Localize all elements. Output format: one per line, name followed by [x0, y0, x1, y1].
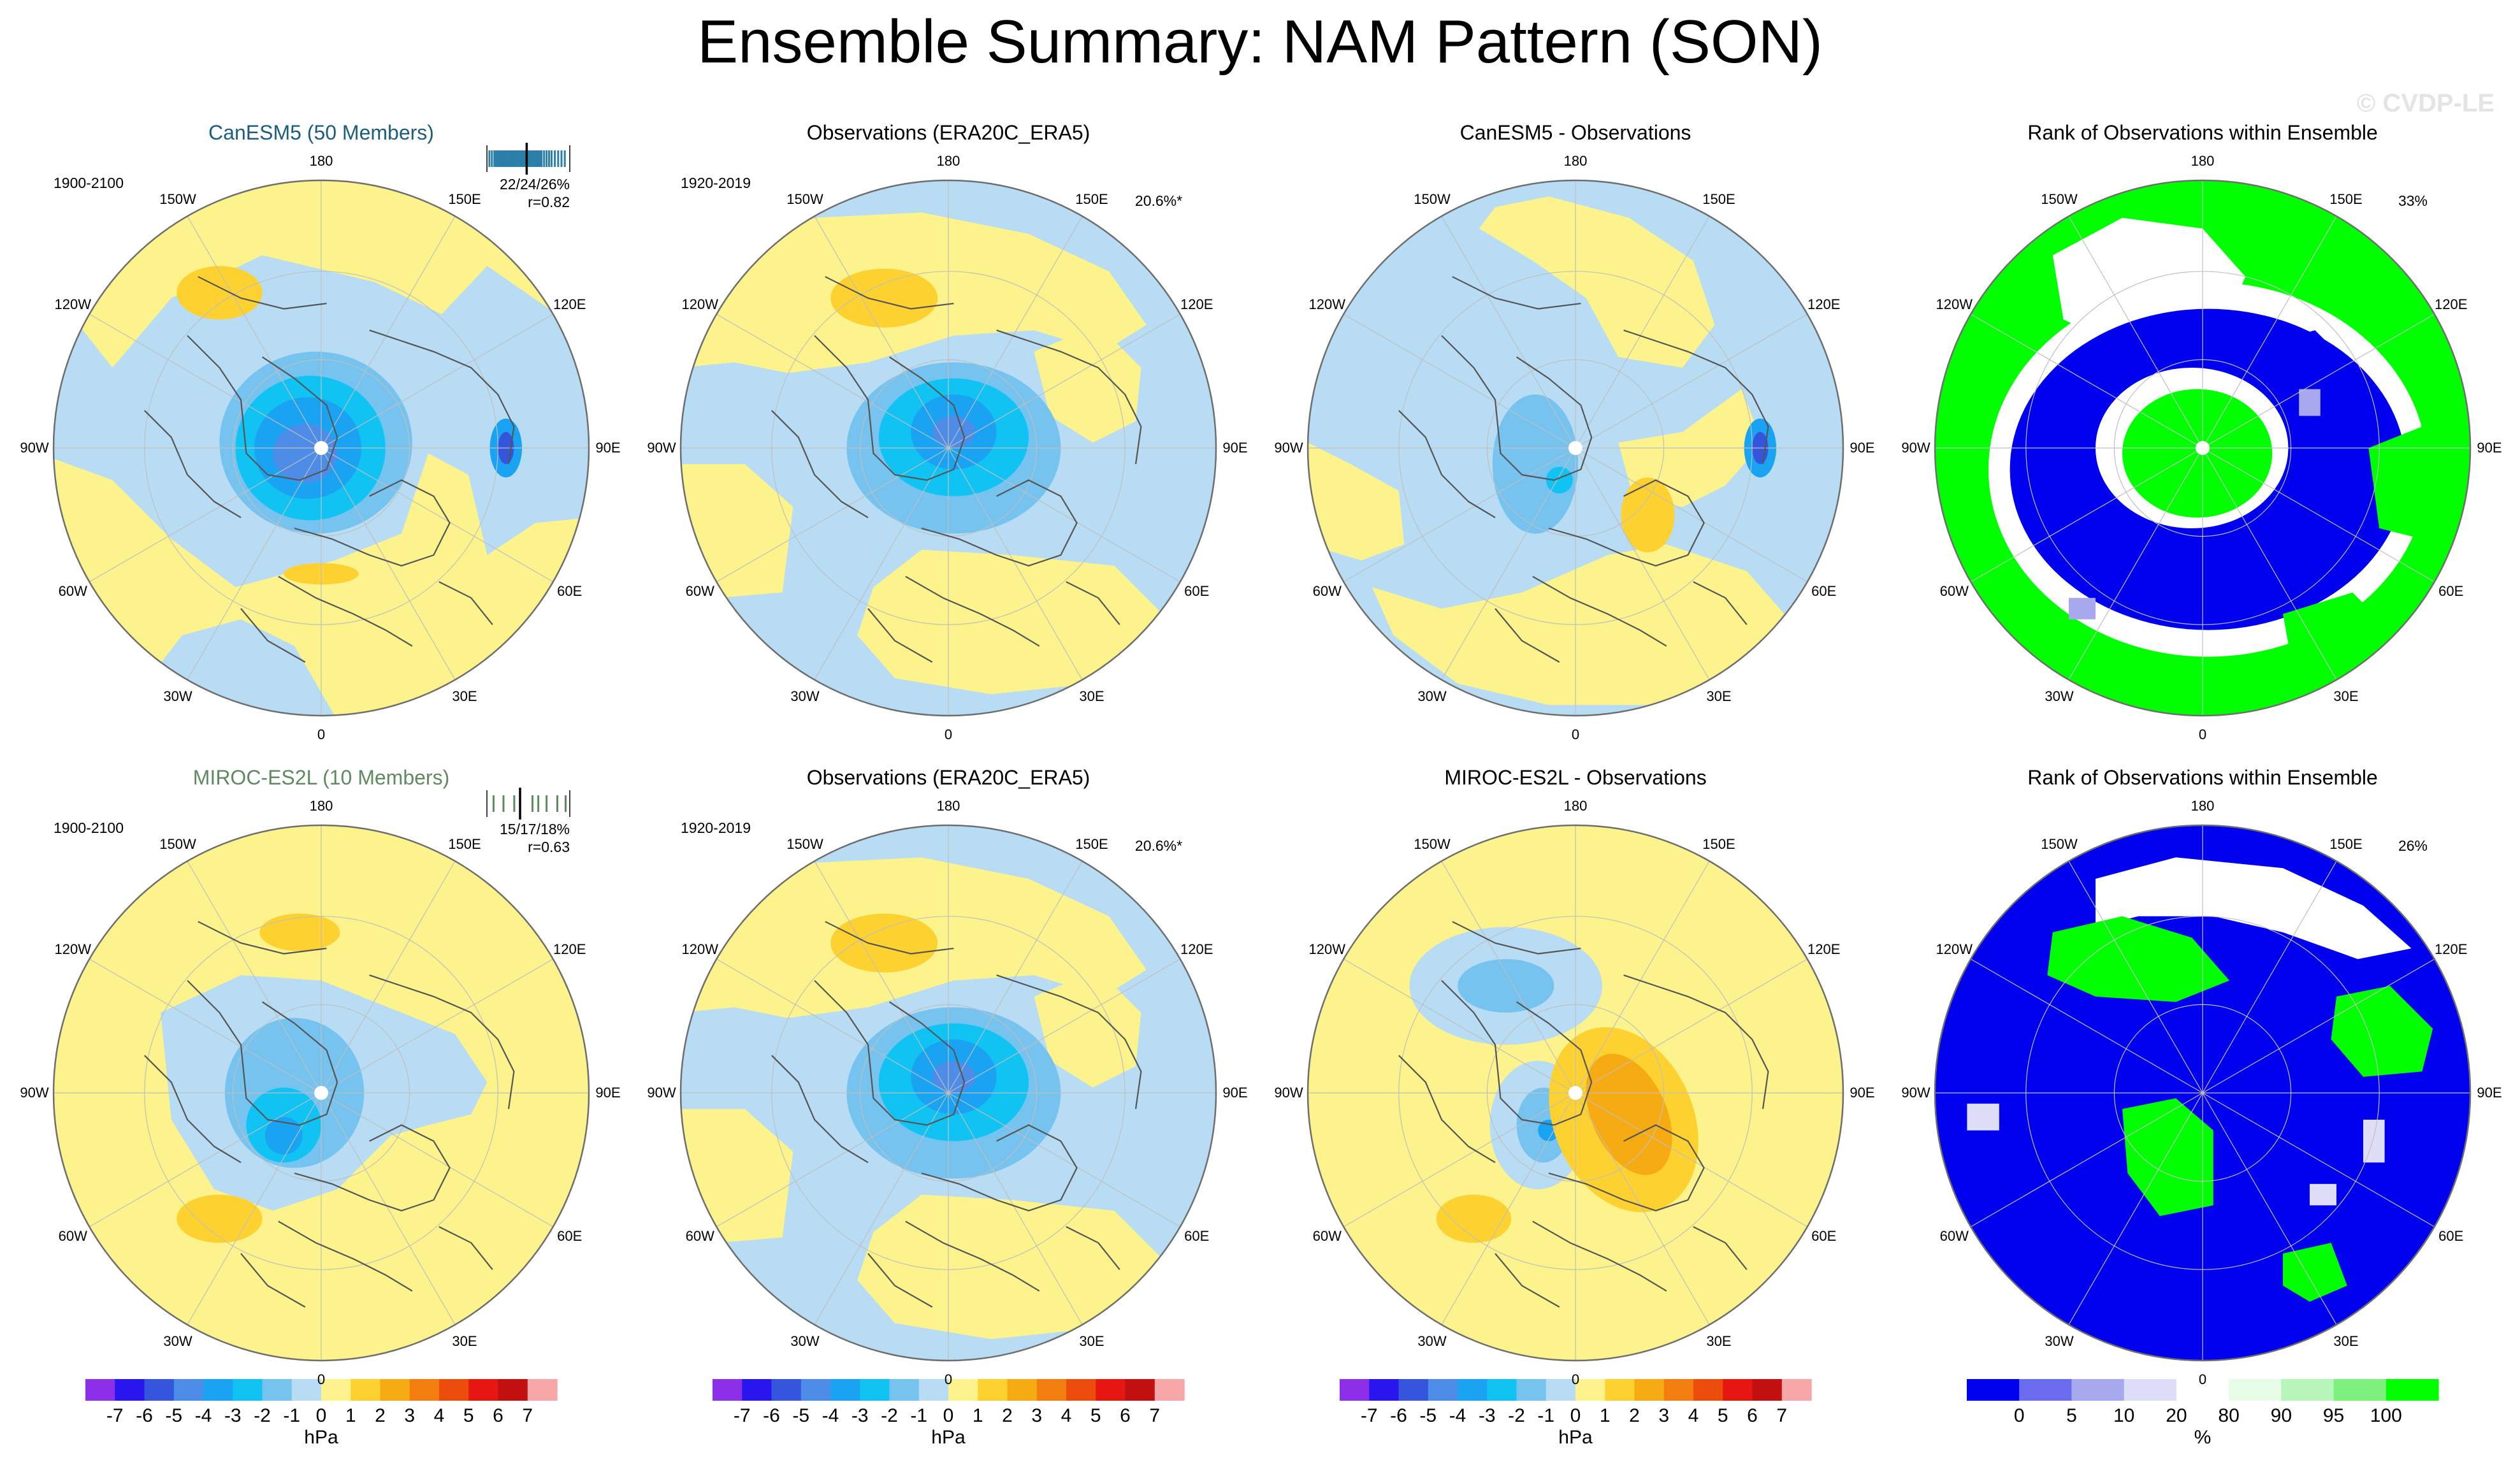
colorbar-swatch	[1369, 1379, 1400, 1401]
colorbar-swatch	[1154, 1379, 1185, 1401]
colorbar-swatch	[713, 1379, 742, 1401]
watermark: © CVDP-LE	[2356, 89, 2495, 117]
colorbar-swatch	[233, 1379, 263, 1401]
colorbar-swatch	[1487, 1379, 1517, 1401]
colorbar-swatch	[2019, 1379, 2072, 1401]
colorbar-swatch	[1428, 1379, 1458, 1401]
colorbar-swatch	[800, 1379, 831, 1401]
colorbar-swatch	[409, 1379, 440, 1401]
colorbar-swatch	[1007, 1379, 1038, 1401]
colorbar-swatch	[1634, 1379, 1665, 1401]
colorbar-swatch	[1125, 1379, 1155, 1401]
rank-top-map	[1934, 179, 2472, 717]
colorbar-swatch	[498, 1379, 528, 1401]
colorbar-swatch	[1967, 1379, 2020, 1401]
obs-pattern-bottom-map	[679, 824, 1217, 1362]
colorbar-swatch	[291, 1379, 322, 1401]
colorbar-swatch	[380, 1379, 410, 1401]
figure-title: Ensemble Summary: NAM Pattern (SON)	[697, 8, 1823, 76]
colorbar-swatch	[948, 1379, 978, 1401]
colorbar-swatch	[1663, 1379, 1694, 1401]
colorbar-swatch	[439, 1379, 469, 1401]
colorbar-swatch	[2176, 1379, 2229, 1401]
colorbar-swatch	[173, 1379, 204, 1401]
colorbar-swatch	[2124, 1379, 2177, 1401]
colorbar-swatch	[742, 1379, 772, 1401]
colorbar-swatch	[1066, 1379, 1096, 1401]
colorbar-swatch	[1458, 1379, 1488, 1401]
colorbar-swatch	[203, 1379, 233, 1401]
colorbar-swatch	[2229, 1379, 2282, 1401]
miroc-pattern-map	[52, 824, 590, 1362]
colorbar-swatch	[2333, 1379, 2387, 1401]
colorbar-swatch	[527, 1379, 558, 1401]
miroc-diff-map	[1307, 824, 1844, 1362]
colorbar-swatch	[771, 1379, 802, 1401]
colorbar-swatch	[1516, 1379, 1547, 1401]
rank-bottom-map	[1934, 824, 2472, 1362]
colorbar-swatch	[889, 1379, 920, 1401]
colorbar-swatch	[978, 1379, 1008, 1401]
obs-pattern-top-map	[679, 179, 1217, 717]
colorbar-swatch	[860, 1379, 890, 1401]
colorbar-swatch	[351, 1379, 381, 1401]
colorbar-swatch	[262, 1379, 293, 1401]
colorbar-swatch	[1340, 1379, 1370, 1401]
canesm5-diff-map	[1307, 179, 1844, 717]
colorbar-swatch	[144, 1379, 175, 1401]
colorbar-swatch	[2386, 1379, 2439, 1401]
colorbar-swatch	[1398, 1379, 1429, 1401]
colorbar-swatch	[1546, 1379, 1576, 1401]
colorbar-swatch	[1575, 1379, 1605, 1401]
colorbar-swatch	[1036, 1379, 1067, 1401]
colorbar-swatch	[1752, 1379, 1783, 1401]
colorbar-swatch	[1605, 1379, 1635, 1401]
colorbar-swatch	[1096, 1379, 1126, 1401]
colorbar-swatch	[918, 1379, 949, 1401]
canesm5-pattern-map	[52, 179, 590, 717]
colorbar-swatch	[2071, 1379, 2125, 1401]
colorbar-swatch	[1781, 1379, 1812, 1401]
colorbar-swatch	[1693, 1379, 1723, 1401]
colorbar-swatch	[2281, 1379, 2335, 1401]
colorbar-swatch	[1723, 1379, 1753, 1401]
colorbar-swatch	[830, 1379, 860, 1401]
colorbar-swatch	[85, 1379, 115, 1401]
colorbar-swatch	[321, 1379, 351, 1401]
colorbar-swatch	[468, 1379, 499, 1401]
colorbar-swatch	[115, 1379, 145, 1401]
